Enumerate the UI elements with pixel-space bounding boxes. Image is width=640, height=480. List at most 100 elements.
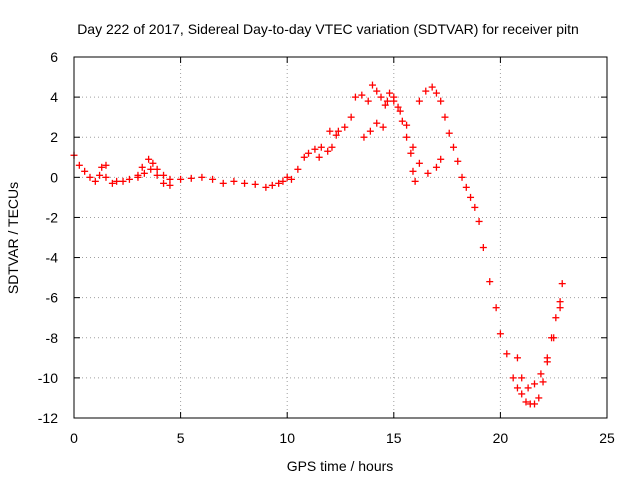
data-point: [287, 175, 295, 183]
data-point: [535, 394, 543, 402]
data-point: [347, 113, 355, 121]
data-point: [458, 173, 466, 181]
data-point: [360, 133, 368, 141]
data-point: [86, 173, 94, 181]
data-point: [315, 153, 323, 161]
data-point: [462, 183, 470, 191]
data-point: [486, 278, 494, 286]
data-point: [108, 179, 116, 187]
data-point: [522, 398, 530, 406]
data-point: [403, 121, 411, 129]
data-point: [513, 384, 521, 392]
data-point: [539, 378, 547, 386]
data-point: [230, 177, 238, 185]
x-axis-label: GPS time / hours: [287, 458, 394, 474]
data-point: [341, 123, 349, 131]
data-point: [324, 147, 332, 155]
data-point: [556, 298, 564, 306]
data-point: [509, 374, 517, 382]
y-tick-label: 0: [50, 169, 58, 185]
data-point: [198, 173, 206, 181]
data-point: [558, 280, 566, 288]
data-point: [394, 103, 402, 111]
data-point: [81, 167, 89, 175]
data-point: [326, 127, 334, 135]
data-point: [149, 159, 157, 167]
data-point: [449, 143, 457, 151]
x-tick-label: 15: [386, 430, 402, 446]
data-point: [411, 177, 419, 185]
y-tick-label: 2: [50, 129, 58, 145]
data-point: [422, 87, 430, 95]
data-point: [437, 155, 445, 163]
y-tick-label: -2: [46, 209, 59, 225]
data-point: [153, 171, 161, 179]
y-tick-label: 6: [50, 49, 58, 65]
data-point: [351, 93, 359, 101]
data-point: [407, 149, 415, 157]
data-point: [98, 163, 106, 171]
data-point: [445, 129, 453, 137]
data-point: [428, 83, 436, 91]
data-point: [219, 179, 227, 187]
data-point: [166, 175, 174, 183]
x-tick-label: 20: [493, 430, 509, 446]
y-tick-label: -12: [38, 410, 58, 426]
data-point: [475, 217, 483, 225]
data-point: [279, 177, 287, 185]
data-point: [75, 161, 83, 169]
data-point: [102, 161, 110, 169]
data-point: [381, 101, 389, 109]
data-point: [140, 169, 148, 177]
data-point: [550, 334, 558, 342]
data-point: [415, 159, 423, 167]
data-point: [415, 97, 423, 105]
data-point: [441, 113, 449, 121]
data-point: [209, 175, 217, 183]
data-point: [432, 89, 440, 97]
data-point: [358, 91, 366, 99]
data-points: [70, 81, 566, 408]
data-point: [518, 374, 526, 382]
data-point: [96, 171, 104, 179]
chart-title: Day 222 of 2017, Sidereal Day-to-day VTE…: [77, 21, 579, 37]
data-point: [138, 163, 146, 171]
data-point: [373, 87, 381, 95]
data-point: [294, 165, 302, 173]
data-point: [524, 384, 532, 392]
data-point: [471, 203, 479, 211]
data-point: [368, 81, 376, 89]
data-point: [531, 400, 539, 408]
data-point: [424, 169, 432, 177]
x-tick-label: 0: [70, 430, 78, 446]
x-tick-label: 5: [177, 430, 185, 446]
data-point: [396, 107, 404, 115]
data-point: [364, 97, 372, 105]
data-point: [241, 179, 249, 187]
data-point: [134, 173, 142, 181]
grid-lines: [74, 57, 607, 418]
data-point: [251, 180, 259, 188]
y-tick-label: -6: [46, 290, 59, 306]
data-point: [268, 181, 276, 189]
data-point: [160, 171, 168, 179]
data-point: [328, 143, 336, 151]
data-point: [177, 175, 185, 183]
data-point: [454, 157, 462, 165]
data-point: [113, 177, 121, 185]
y-tick-label: -8: [46, 330, 59, 346]
y-tick-label: -10: [38, 370, 58, 386]
data-point: [496, 330, 504, 338]
data-point: [283, 173, 291, 181]
data-point: [398, 117, 406, 125]
data-point: [317, 143, 325, 151]
data-point: [102, 173, 110, 181]
data-point: [311, 145, 319, 153]
data-point: [437, 97, 445, 105]
data-point: [332, 131, 340, 139]
data-point: [386, 89, 394, 97]
data-point: [366, 127, 374, 135]
data-point: [262, 183, 270, 191]
data-point: [518, 390, 526, 398]
